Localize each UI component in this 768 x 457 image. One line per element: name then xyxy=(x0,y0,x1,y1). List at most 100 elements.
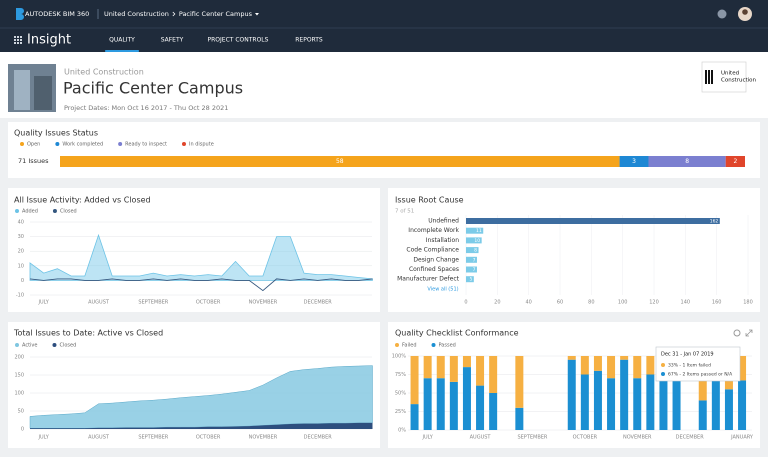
checklist-bar xyxy=(580,356,589,375)
added-area xyxy=(29,233,373,281)
x-tick-label: NOVEMBER xyxy=(249,300,278,306)
checklist-bar xyxy=(515,356,524,408)
bar-value: 7 xyxy=(473,257,476,263)
legend-swatch xyxy=(15,209,19,213)
panel-title: Quality Checklist Conformance xyxy=(395,329,519,338)
breadcrumb-company[interactable]: United Construction xyxy=(104,10,169,18)
bar xyxy=(466,256,477,263)
logo-text: United xyxy=(721,71,739,77)
checklist-bar xyxy=(620,356,629,360)
checklist-bar xyxy=(607,378,616,430)
panel xyxy=(388,188,760,312)
legend-swatch xyxy=(118,142,123,146)
bar-value: 8 xyxy=(474,248,477,254)
checklist-bar xyxy=(738,356,747,381)
y-tick-label: 20 xyxy=(18,249,24,255)
x-tick-label: SEPTEMBER xyxy=(517,435,547,441)
checklist-bar xyxy=(410,404,419,430)
x-tick-label: 140 xyxy=(681,300,691,306)
checklist-bar xyxy=(449,381,458,430)
x-tick-label: 60 xyxy=(557,300,563,306)
expand-icon[interactable] xyxy=(745,329,753,337)
legend-swatch xyxy=(55,142,60,146)
segment-label: 3 xyxy=(632,158,636,165)
nav-tab[interactable]: REPORTS xyxy=(295,37,323,44)
x-tick-label: 20 xyxy=(494,300,500,306)
nav-tab[interactable]: SAFETY xyxy=(161,37,184,44)
bar-value: 162 xyxy=(710,219,719,225)
tooltip xyxy=(655,346,741,382)
nav-tab[interactable]: PROJECT CONTROLS xyxy=(208,37,269,44)
breadcrumb-project[interactable]: Pacific Center Campus xyxy=(179,10,253,18)
nav-tab[interactable]: QUALITY xyxy=(109,37,135,44)
y-tick-label: 150 xyxy=(14,373,24,379)
checklist-bar xyxy=(672,367,681,430)
legend-label: Active xyxy=(22,343,37,349)
tooltip-line: 67% - 2 Items passed or N/A xyxy=(668,372,733,378)
x-tick-label: 180 xyxy=(743,300,753,306)
status-segment xyxy=(648,156,726,167)
settings-icon[interactable] xyxy=(733,329,741,337)
legend-label: Work completed xyxy=(62,142,103,148)
checklist-bar xyxy=(476,385,485,430)
y-tick-label: 50 xyxy=(18,409,24,415)
bar xyxy=(466,276,474,283)
help-icon[interactable] xyxy=(717,9,727,19)
x-tick-label: NOVEMBER xyxy=(249,435,278,441)
panel-title: All Issue Activity: Added vs Closed xyxy=(14,196,151,205)
y-tick-label: 100 xyxy=(14,391,24,397)
panel-title: Issue Root Cause xyxy=(395,196,464,205)
y-tick-label: 75% xyxy=(395,372,406,378)
category-label: Confined Spaces xyxy=(409,266,459,273)
y-tick-label: 25% xyxy=(395,409,406,415)
checklist-bar xyxy=(711,374,720,430)
x-tick-label: SEPTEMBER xyxy=(138,435,168,441)
x-tick-label: DECEMBER xyxy=(304,435,333,441)
bar-value: 5 xyxy=(469,277,472,283)
view-all-link[interactable]: View all (51) xyxy=(427,287,458,293)
dropdown-arrow[interactable] xyxy=(254,13,259,16)
checklist-bar xyxy=(436,356,445,379)
project-image-building xyxy=(14,70,30,110)
checklist-bar xyxy=(698,400,707,430)
app-name: Insight xyxy=(27,33,71,48)
y-tick-label: 200 xyxy=(14,355,24,361)
x-tick-label: DECEMBER xyxy=(676,435,705,441)
checklist-bar xyxy=(580,374,589,430)
x-tick-label: OCTOBER xyxy=(196,435,221,441)
x-tick-label: JULY xyxy=(421,435,433,441)
category-label: Undefined xyxy=(428,218,459,225)
checklist-bar xyxy=(646,356,655,375)
checklist-bar xyxy=(462,367,471,430)
checklist-bar xyxy=(607,356,616,379)
checklist-bar xyxy=(567,356,576,360)
bar xyxy=(466,247,479,254)
avatar-head xyxy=(742,9,748,15)
y-tick-label: 30 xyxy=(18,234,24,240)
x-tick-label: OCTOBER xyxy=(573,435,598,441)
bar-value: 10 xyxy=(474,238,480,244)
project-name: Pacific Center Campus xyxy=(63,79,243,98)
checklist-bar xyxy=(410,356,419,405)
checklist-bar xyxy=(620,359,629,430)
checklist-bar xyxy=(449,356,458,382)
legend-swatch xyxy=(20,142,24,146)
checklist-bar xyxy=(436,378,445,430)
category-label: Manufacturer Defect xyxy=(397,276,460,283)
checklist-bar xyxy=(738,380,747,430)
apps-icon[interactable] xyxy=(14,36,22,44)
panel xyxy=(8,122,760,178)
company-logo-mark xyxy=(705,70,713,84)
y-tick-label: 10 xyxy=(18,263,24,269)
x-tick-label: 120 xyxy=(649,300,659,306)
x-tick-label: AUGUST xyxy=(88,435,110,441)
status-segment xyxy=(60,156,620,167)
checklist-bar xyxy=(423,356,432,379)
checklist-bar xyxy=(659,370,668,430)
project-header xyxy=(0,52,768,118)
tab-underline xyxy=(105,50,139,52)
legend-swatch xyxy=(431,343,436,347)
bar xyxy=(466,237,482,244)
y-tick-label: 100% xyxy=(392,354,407,360)
